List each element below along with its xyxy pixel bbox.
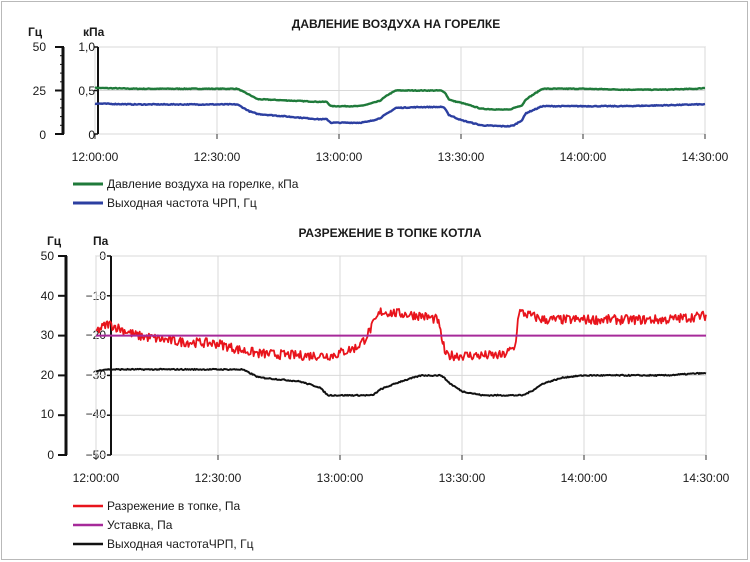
- plot-area: [55, 46, 706, 139]
- series-group: [95, 307, 707, 397]
- legend: Давление воздуха на горелке, кПа Выходна…: [73, 177, 299, 210]
- right-tick: 1,0: [78, 40, 95, 54]
- right-axis-unit: кПа: [83, 25, 105, 39]
- series-group: [94, 86, 706, 128]
- x-tick: 13:00:00: [316, 150, 363, 164]
- x-tick: 12:30:00: [194, 150, 241, 164]
- x-tick: 13:30:00: [439, 471, 486, 485]
- legend-label: Выходная частотаЧРП, Гц: [107, 537, 254, 551]
- left-axis-ticks: 50 25 0: [33, 40, 47, 142]
- right-tick: 0: [88, 128, 95, 142]
- left-tick: 0: [47, 448, 54, 462]
- chart-burner-air-pressure: ДАВЛЕНИЕ ВОЗДУХА НА ГОРЕЛКЕ Гц кПа 50 25…: [28, 17, 729, 210]
- x-tick: 14:00:00: [561, 471, 608, 485]
- left-axis-unit: Гц: [28, 25, 43, 39]
- plot-frame: [95, 255, 707, 456]
- left-tick: 30: [41, 328, 55, 342]
- legend-label: Разрежение в топке, Па: [107, 499, 240, 513]
- left-tick: 40: [41, 289, 55, 303]
- right-tick: 0,5: [78, 84, 95, 98]
- series-line: [94, 86, 706, 111]
- left-tick: 20: [41, 368, 55, 382]
- left-axis-ticks: 50 40 30 20 10 0: [41, 249, 55, 462]
- series-line: [94, 102, 706, 128]
- x-axis-ticks: 12:00:00 12:30:00 13:00:00 13:30:00 14:0…: [73, 471, 730, 485]
- x-tick: 12:00:00: [73, 471, 120, 485]
- left-tick: 50: [41, 249, 55, 263]
- right-axis-ticks: 1,0 0,5 0: [78, 40, 95, 142]
- x-tick: 12:00:00: [72, 150, 119, 164]
- x-tick: 12:30:00: [195, 471, 242, 485]
- series-line: [95, 367, 707, 397]
- x-tick: 14:30:00: [682, 150, 729, 164]
- left-axis-unit: Гц: [47, 234, 62, 248]
- chart-furnace-draft: РАЗРЕЖЕНИЕ В ТОПКЕ КОТЛА Гц Па 50 40 30 …: [41, 226, 730, 551]
- x-tick: 14:30:00: [683, 471, 730, 485]
- left-tick: 0: [39, 128, 46, 142]
- left-tick: 25: [33, 84, 47, 98]
- x-tick: 13:30:00: [438, 150, 485, 164]
- legend-label: Выходная частота ЧРП, Гц: [107, 196, 257, 210]
- left-tick: 10: [41, 407, 55, 421]
- plot-area: [58, 255, 707, 460]
- x-tick: 13:00:00: [317, 471, 364, 485]
- legend-label: Давление воздуха на горелке, кПа: [107, 177, 299, 191]
- legend: Разрежение в топке, Па Уставка, Па Выход…: [73, 499, 254, 551]
- x-tick: 14:00:00: [560, 150, 607, 164]
- chart-title: РАЗРЕЖЕНИЕ В ТОПКЕ КОТЛА: [298, 226, 481, 240]
- left-tick: 50: [33, 40, 47, 54]
- right-axis-unit: Па: [93, 234, 109, 248]
- legend-label: Уставка, Па: [107, 518, 173, 532]
- x-axis-ticks: 12:00:00 12:30:00 13:00:00 13:30:00 14:0…: [72, 150, 729, 164]
- chart-title: ДАВЛЕНИЕ ВОЗДУХА НА ГОРЕЛКЕ: [292, 17, 500, 31]
- series-line: [95, 307, 707, 362]
